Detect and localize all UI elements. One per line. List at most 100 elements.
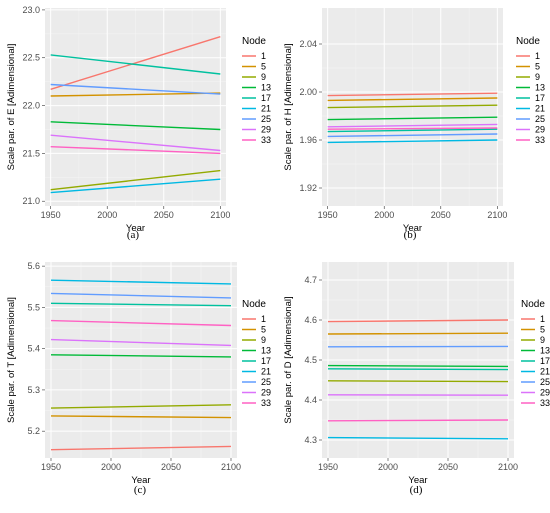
series-line-node-9 (50, 404, 232, 409)
y-tick-label: 21.0 (22, 196, 40, 206)
series-line-node-33 (327, 127, 498, 130)
y-tick-label: 4.3 (304, 435, 317, 445)
legend-label: 29 (535, 125, 545, 135)
legend-label: 13 (540, 346, 550, 356)
y-tick-label: 1.96 (299, 135, 317, 145)
legend-label: 33 (261, 135, 271, 145)
x-axis-label: Year (126, 223, 145, 234)
legend-label: 29 (261, 388, 271, 398)
chart-panel-4: 1950 2000 2050 2100 4.3 4.4 4.5 4.6 4.7 Year Scale… (283, 262, 550, 496)
x-tick-label: 2050 (154, 210, 174, 220)
series-line-node-29 (327, 123, 498, 128)
legend-label: 21 (535, 104, 545, 114)
legend-label: 21 (540, 367, 550, 377)
y-tick-label: 5.2 (27, 426, 40, 436)
series-line-node-33 (50, 319, 232, 327)
y-tick-label: 4.6 (304, 315, 317, 325)
chart-panel-2: 1950 2000 2050 2100 1.92 1.96 2.00 2.04 Year Scal… (283, 8, 545, 241)
y-tick-label: 5.3 (27, 385, 40, 395)
series-line-node-9 (327, 104, 498, 109)
series-line-node-21 (327, 139, 498, 144)
panel-caption: (d) (410, 484, 423, 496)
y-tick-label: 1.92 (299, 183, 317, 193)
series-line-node-1 (327, 92, 498, 97)
series-line-node-9 (327, 380, 509, 383)
x-axis-label: Year (408, 475, 427, 486)
y-tick-label: 5.4 (27, 344, 40, 354)
legend-label: 5 (261, 62, 266, 72)
x-tick-label: 2100 (210, 210, 230, 220)
x-tick-label: 1950 (318, 210, 338, 220)
series-line-node-21 (50, 279, 232, 285)
legend-label: 9 (535, 72, 540, 82)
legend-label: 1 (540, 314, 545, 324)
y-axis-label: Scale par. of D [Adimensional] (283, 296, 294, 423)
series-line-node-13 (50, 121, 221, 131)
x-tick-label: 2000 (374, 210, 394, 220)
legend-label: 9 (261, 72, 266, 82)
x-tick-label: 2100 (498, 462, 518, 472)
x-axis-label: Year (131, 475, 150, 486)
legend-label: 33 (535, 135, 545, 145)
y-tick-label: 22.0 (22, 101, 40, 111)
y-tick-label: 22.5 (22, 53, 40, 63)
legend-label: 21 (261, 367, 271, 377)
y-tick-label: 5.6 (27, 261, 40, 271)
series-line-node-1 (50, 445, 232, 451)
y-tick-label: 2.00 (299, 87, 317, 97)
legend-label: 17 (540, 356, 550, 366)
legend-label: 1 (261, 51, 266, 61)
x-axis-label: Year (403, 223, 422, 234)
legend-label: 5 (535, 62, 540, 72)
legend-label: 17 (535, 93, 545, 103)
legend-label: 33 (540, 398, 550, 408)
legend-label: 1 (535, 51, 540, 61)
y-tick-label: 2.04 (299, 39, 317, 49)
x-tick-label: 2050 (438, 462, 458, 472)
legend-title: Node (521, 299, 545, 310)
series-line-node-17 (327, 368, 509, 371)
y-tick-label: 4.7 (304, 275, 317, 285)
y-tick-label: 4.4 (304, 395, 317, 405)
legend-label: 33 (261, 398, 271, 408)
series-line-node-5 (327, 332, 509, 335)
panel-caption: (a) (127, 229, 140, 241)
x-tick-label: 2000 (378, 462, 398, 472)
legend-label: 5 (261, 325, 266, 335)
panel-caption: (c) (134, 484, 147, 496)
series-line-node-29 (50, 338, 232, 347)
legend-label: 9 (540, 335, 545, 345)
x-tick-label: 1950 (41, 462, 61, 472)
series-line-node-17 (50, 54, 221, 75)
y-axis-label: Scale par. of H [Adimensional] (283, 43, 294, 170)
legend-label: 25 (261, 377, 271, 387)
y-axis-label: Scale par. of E [Adimensional] (6, 44, 17, 171)
x-tick-label: 1950 (41, 210, 61, 220)
legend-label: 13 (535, 83, 545, 93)
legend-label: 17 (261, 93, 271, 103)
series-line-node-9 (50, 169, 221, 191)
series-line-node-13 (327, 116, 498, 121)
series-line-node-13 (50, 354, 232, 358)
series-line-node-5 (50, 92, 221, 97)
y-tick-label: 23.0 (22, 5, 40, 15)
series-line-node-33 (50, 146, 221, 155)
series-line-node-25 (327, 133, 498, 138)
legend-label: 29 (540, 388, 550, 398)
series-line-node-25 (50, 292, 232, 299)
legend-label: 1 (261, 314, 266, 324)
chart-panel-1: 1950 2000 2050 2100 21.0 21.5 22.0 22.5 23.0 Year… (6, 5, 271, 241)
legend-title: Node (242, 299, 266, 310)
x-tick-label: 2050 (161, 462, 181, 472)
legend-label: 21 (261, 104, 271, 114)
series-line-node-5 (327, 97, 498, 102)
legend-label: 13 (261, 346, 271, 356)
y-tick-label: 5.5 (27, 302, 40, 312)
series-line-node-1 (50, 36, 221, 90)
series-line-node-17 (327, 128, 498, 133)
series-line-node-33 (327, 419, 509, 422)
x-tick-label: 2050 (431, 210, 451, 220)
